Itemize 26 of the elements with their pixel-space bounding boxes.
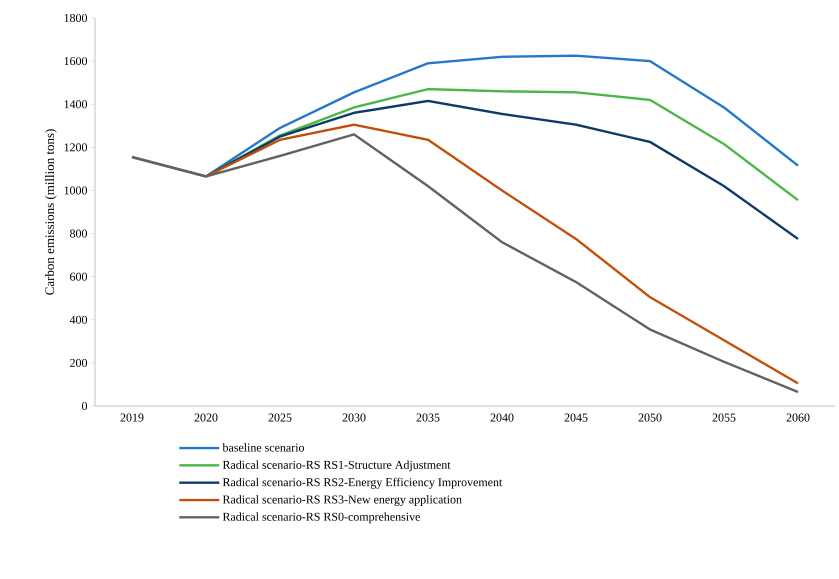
y-tick-label: 1600 <box>64 57 88 66</box>
x-tick-label: 2020 <box>194 414 218 422</box>
y-tick-label: 0 <box>82 402 88 410</box>
legend-label: Radical scenario-RS RS0-comprehensive <box>222 512 420 524</box>
x-tick-label: 2050 <box>638 414 662 422</box>
legend-label: Radical scenario-RS RS3-New energy application <box>222 495 462 506</box>
y-tick-label: 200 <box>70 358 88 367</box>
x-tick-label: 2025 <box>268 414 292 422</box>
y-tick-label: 1200 <box>64 143 88 152</box>
y-tick-label: 800 <box>70 230 88 238</box>
y-axis-title: Carbon emissions (million tons) <box>44 129 57 295</box>
x-tick-label: 2019 <box>120 414 144 422</box>
x-tick-label: 2060 <box>786 414 810 422</box>
legend-label: Radical scenario-RS RS1-Structure Adjustment <box>222 460 451 472</box>
x-tick-label: 2040 <box>490 414 514 422</box>
x-tick-label: 2045 <box>564 414 588 422</box>
y-tick-label: 600 <box>70 272 88 281</box>
legend-label: Radical scenario-RS RS2-Energy Efficiency Improvement <box>222 478 502 489</box>
y-tick-label: 1400 <box>64 100 88 108</box>
x-tick-label: 2035 <box>416 414 440 422</box>
legend-label: baseline scenario <box>222 443 304 452</box>
y-tick-label: 1000 <box>64 186 88 194</box>
x-tick-label: 2055 <box>712 414 736 422</box>
y-tick-label: 1800 <box>64 14 88 22</box>
y-tick-label: 400 <box>70 316 88 324</box>
x-tick-label: 2030 <box>342 414 366 422</box>
